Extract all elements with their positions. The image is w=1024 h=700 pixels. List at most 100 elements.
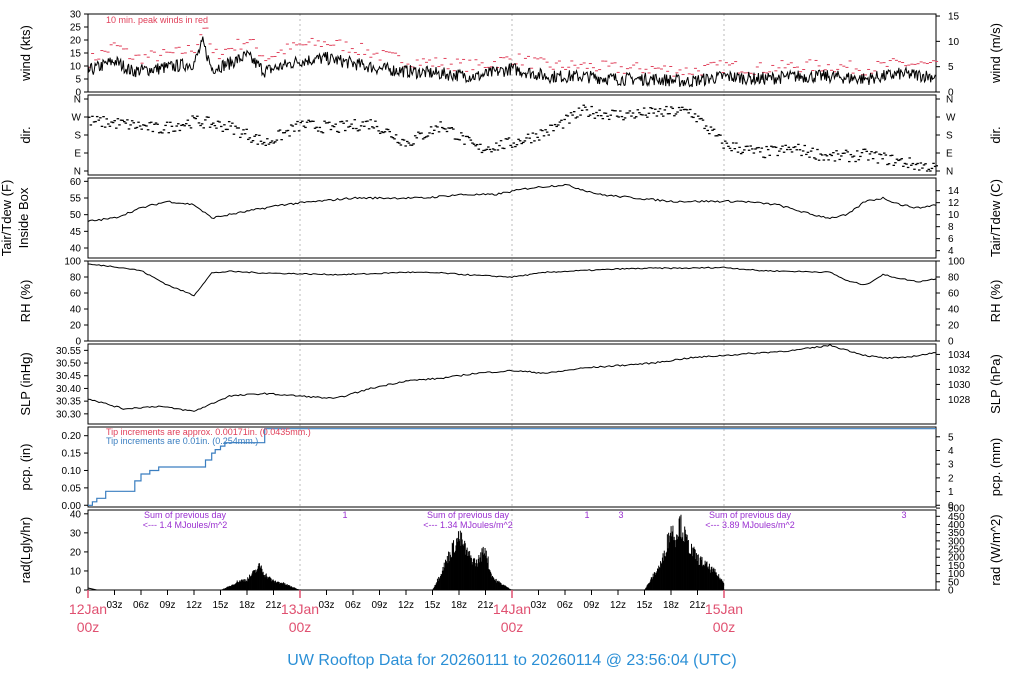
pcp-ylabel-left: pcp. (in): [18, 444, 33, 491]
rad-marker: 3: [901, 510, 906, 520]
time-tick-label: 12z: [186, 600, 202, 611]
rh-left-tick-label: 80: [70, 273, 82, 284]
rad-ylabel-right: rad (W/m^2): [988, 514, 1003, 585]
dir-right-tick-label: N: [946, 167, 953, 178]
rad-right-tick-label: 250: [948, 545, 965, 556]
pcp-right-tick-label: 1: [948, 487, 954, 498]
wind-annotation: 10 min. peak winds in red: [106, 15, 208, 25]
pcp-right-tick-label: 5: [948, 432, 954, 443]
temp-left-tick-label: 40: [70, 244, 82, 255]
temp-right-tick-label: 14: [948, 186, 960, 197]
time-tick-label: 21z: [265, 600, 281, 611]
temp-left-tick-label: 50: [70, 210, 82, 221]
rh-ylabel-right: RH (%): [988, 280, 1003, 323]
rad-sum-line2: <--- 1.4 MJoules/m^2: [143, 520, 228, 530]
rad-left-tick-label: 30: [70, 528, 82, 539]
rh-left-tick-label: 20: [70, 321, 82, 332]
dir-left-tick-label: W: [72, 113, 82, 124]
rad-marker: 1: [584, 510, 589, 520]
temp-line: [87, 183, 937, 222]
rad-left-tick-label: 40: [70, 509, 82, 520]
day-label: 14Jan: [493, 601, 531, 617]
temp-right-tick-label: 4: [948, 246, 954, 257]
wind-ylabel-left: wind (kts): [18, 25, 33, 82]
temp-left-tick-label: 60: [70, 177, 82, 188]
time-tick-label: 15z: [424, 600, 440, 611]
time-tick-label: 21z: [689, 600, 705, 611]
rad-sum-line2: <--- 1.34 MJoules/m^2: [423, 520, 513, 530]
rh-right-tick-label: 100: [948, 257, 965, 268]
temp-right-tick-label: 10: [948, 210, 960, 221]
rad-ylabel-left: rad(Lgly/hr): [18, 517, 33, 583]
dir-left-tick-label: N: [74, 95, 81, 106]
time-tick-label: 09z: [159, 600, 175, 611]
rad-right-tick-label: 300: [948, 536, 965, 547]
wind-right-tick-label: 15: [948, 12, 960, 23]
rh-right-tick-label: 40: [948, 305, 960, 316]
temp-ylabel-left: Inside Box: [16, 187, 31, 248]
dir-left-tick-label: E: [74, 149, 81, 160]
slp-left-tick-label: 30.35: [56, 397, 81, 408]
wind-left-tick-label: 10: [70, 62, 82, 73]
time-tick-label: 12z: [398, 600, 414, 611]
dir-left-tick-label: S: [74, 131, 81, 142]
slp-left-tick-label: 30.45: [56, 371, 81, 382]
temp-right-tick-label: 6: [948, 234, 954, 245]
day-label: 12Jan: [69, 601, 107, 617]
rad-sum-line2: <--- 3.89 MJoules/m^2: [705, 520, 795, 530]
rad-marker: 3: [618, 510, 623, 520]
pcp-left-tick-label: 0.00: [62, 501, 82, 512]
day-label: 13Jan: [281, 601, 319, 617]
slp-ylabel-right: SLP (hPa): [988, 354, 1003, 414]
rh-right-tick-label: 60: [948, 289, 960, 300]
time-tick-label: 18z: [663, 600, 679, 611]
pcp-annotation-red: Tip increments are approx. 0.00171in. (0…: [106, 427, 311, 437]
pcp-annotation-blue: Tip increments are 0.01in. (0.254mm.): [106, 436, 258, 446]
wind-left-tick-label: 0: [75, 88, 81, 99]
dir-right-tick-label: E: [946, 149, 953, 160]
temp-right-tick-label: 8: [948, 222, 954, 233]
pcp-right-tick-label: 0: [948, 501, 954, 512]
rad-right-tick-label: 50: [948, 577, 960, 588]
rad-right-tick-label: 450: [948, 512, 965, 523]
time-tick-label: 06z: [133, 600, 149, 611]
time-tick-label: 15z: [212, 600, 228, 611]
slp-line: [87, 343, 937, 412]
rad-right-tick-label: 400: [948, 520, 965, 531]
time-tick-label: 03z: [530, 600, 546, 611]
wind-left-tick-label: 20: [70, 36, 82, 47]
time-tick-label: 15z: [636, 600, 652, 611]
temp-right-tick-label: 12: [948, 198, 960, 209]
time-tick-label: 06z: [345, 600, 361, 611]
rad-right-tick-label: 100: [948, 569, 965, 580]
time-tick-label: 03z: [106, 600, 122, 611]
pcp-line: [88, 428, 936, 506]
rad-sum-line1: Sum of previous day: [144, 510, 227, 520]
pcp-left-tick-label: 0.20: [62, 431, 82, 442]
wind-left-tick-label: 25: [70, 23, 82, 34]
wind-right-tick-label: 5: [948, 62, 954, 73]
rad-right-tick-label: 150: [948, 561, 965, 572]
dir-right-tick-label: S: [946, 131, 953, 142]
slp-right-tick-label: 1028: [948, 395, 971, 406]
pcp-left-tick-label: 0.05: [62, 483, 82, 494]
rad-marker: 1: [342, 510, 347, 520]
dir-ylabel-left: dir.: [18, 126, 33, 143]
temp-ylabel-left2: Tair/Tdew (F): [0, 180, 14, 257]
time-tick-label: 09z: [371, 600, 387, 611]
time-tick-label: 06z: [557, 600, 573, 611]
pcp-right-tick-label: 2: [948, 473, 954, 484]
rad-left-tick-label: 0: [75, 586, 81, 597]
pcp-frame: [87, 426, 937, 508]
wind-right-tick-label: 10: [948, 37, 960, 48]
rh-left-tick-label: 100: [64, 257, 81, 268]
rh-left-tick-label: 40: [70, 305, 82, 316]
day-hour-label: 00z: [77, 619, 100, 635]
slp-right-tick-label: 1032: [948, 365, 971, 376]
slp-right-tick-label: 1034: [948, 350, 971, 361]
slp-left-tick-label: 30.40: [56, 384, 81, 395]
rad-left-tick-label: 10: [70, 566, 82, 577]
time-tick-label: 21z: [477, 600, 493, 611]
